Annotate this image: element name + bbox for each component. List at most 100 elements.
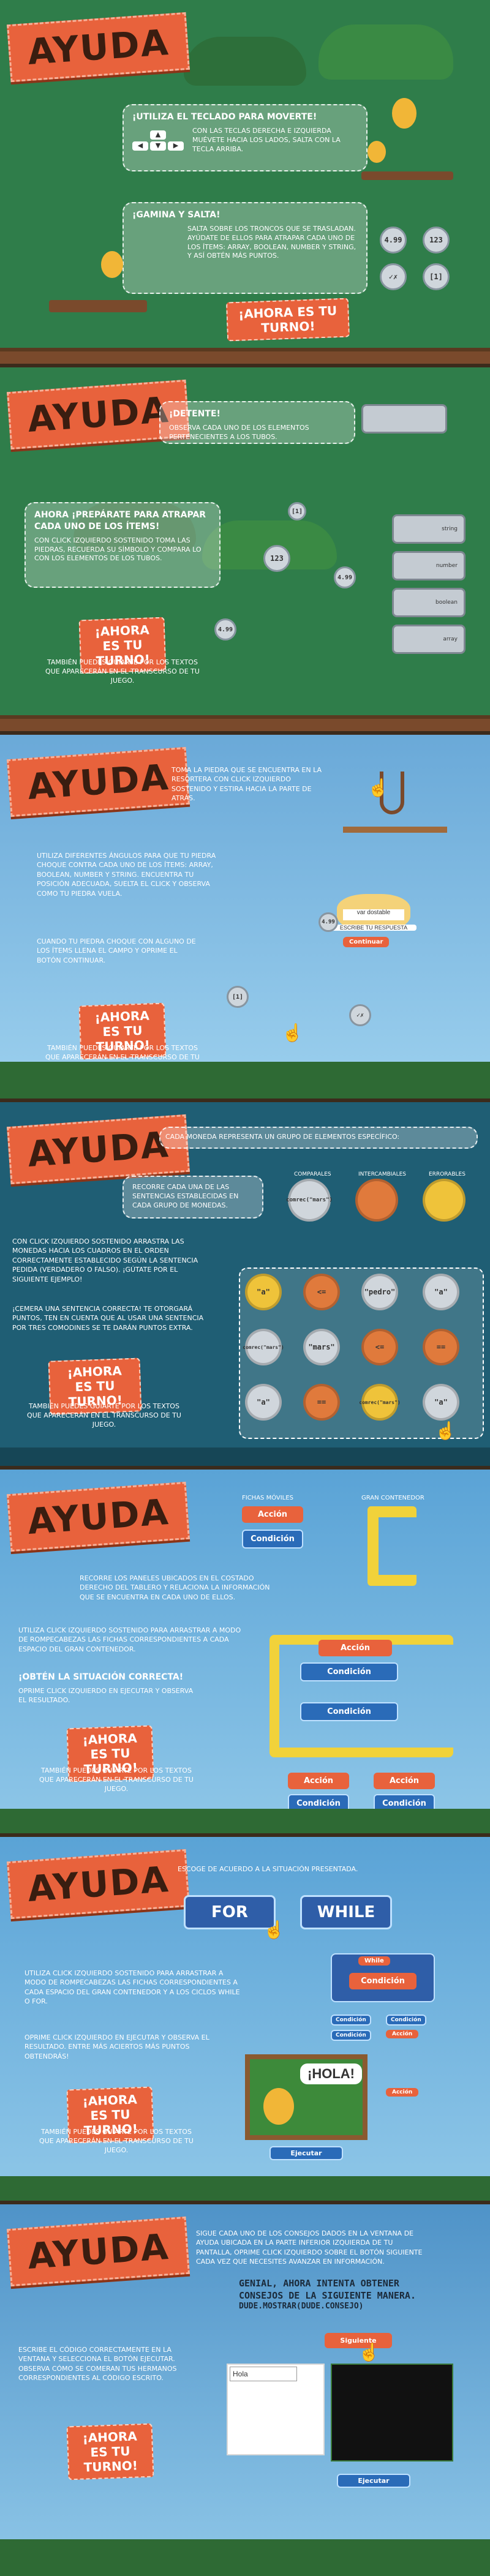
jump-tip: ¡Gamina y salta! Salta sobre los troncos… — [123, 202, 368, 294]
action-card[interactable]: Acción — [374, 1773, 435, 1789]
choose-tip: Escoge de acuerdo a la situación present… — [178, 1865, 358, 1873]
coin[interactable]: <= — [303, 1274, 340, 1310]
action-card[interactable]: Acción — [318, 1640, 392, 1656]
coin[interactable]: <= — [361, 1329, 398, 1365]
token-number: 4.99 — [380, 227, 407, 253]
coin-tip: Cada moneda representa un grupo de eleme… — [159, 1127, 478, 1149]
coin[interactable]: == — [303, 1384, 340, 1421]
heading: AYUDA — [7, 1849, 190, 1920]
run-button[interactable]: Ejecutar — [337, 2474, 410, 2488]
token-array: [1] — [423, 263, 450, 290]
keyboard-tip-text: Con las teclas derecha e izquierda muéve… — [192, 126, 341, 153]
coin[interactable]: "pedro" — [361, 1274, 398, 1310]
cards-title: Fichas móviles — [242, 1495, 293, 1501]
coin[interactable]: comrec("mars") — [359, 1384, 401, 1421]
token-number: 4.99 — [318, 912, 338, 932]
your-turn-banner: ¡AHORA ES TU TURNO! — [225, 298, 350, 342]
hola-bubble: ¡HOLA! — [300, 2063, 362, 2084]
correct-situation-title: ¡Obtén la situación correcta! — [18, 1672, 184, 1682]
token-boolean: ✓✗ — [380, 263, 407, 290]
turn-note: También puedes guiarte por los textos qu… — [39, 2128, 194, 2154]
heading: AYUDA — [7, 1481, 190, 1552]
code-line: consejos de la siguiente manera. — [239, 2289, 416, 2301]
run-tip: Oprime click izquierdo en ejecutar y obs… — [24, 2033, 209, 2060]
coin[interactable]: "a" — [245, 1384, 282, 1421]
while-condition[interactable]: Condición — [349, 1973, 417, 1989]
dark-console — [331, 2364, 453, 2461]
next-button[interactable]: Siguiente — [325, 2333, 392, 2348]
column-title: Errorables — [429, 1171, 466, 1177]
condition-card[interactable]: Condición — [300, 1702, 398, 1721]
action-card[interactable]: Acción — [288, 1773, 349, 1789]
code-editor[interactable]: Hola — [230, 2367, 297, 2381]
help-panel-4: AYUDA Cada moneda representa un grupo de… — [0, 1102, 490, 1470]
hand-cursor-icon: ☝ — [358, 2343, 380, 2362]
drag-cycle-tip: Utiliza click izquierdo sostenido para a… — [24, 1969, 240, 2006]
correct-situation-text: Oprime click izquierdo en ejecutar y obs… — [18, 1686, 194, 1704]
container-title: Gran contenedor — [361, 1495, 424, 1501]
drag-cards-tip: Utiliza click izquierdo sostenido para a… — [18, 1626, 241, 1653]
coin[interactable]: "a" — [423, 1384, 459, 1421]
pipe-boolean: boolean — [392, 588, 466, 617]
mini-action[interactable]: Acción — [386, 2030, 419, 2038]
help-panel-3: AYUDA Toma la piedra que se encuentra en… — [0, 735, 490, 1102]
condition-card[interactable]: Condición — [300, 1662, 398, 1681]
mini-condition[interactable]: Condición — [331, 2015, 371, 2026]
ground — [0, 348, 490, 364]
angles-tip: Utiliza diferentes ángulos para que tu p… — [37, 852, 216, 898]
token-integer: 123 — [423, 227, 450, 253]
answer-input[interactable]: var dostable — [343, 909, 404, 920]
column-title: Intercambiales — [358, 1171, 406, 1177]
condition-card[interactable]: Condición — [242, 1530, 303, 1549]
prepare-tip: Ahora ¡prepárate para atrapar cada uno d… — [24, 502, 221, 588]
pipe-array: array — [392, 625, 466, 654]
continue-button[interactable]: Continuar — [343, 937, 390, 947]
tips-intro: Sigue cada uno de los consejos dados en … — [196, 2229, 423, 2266]
coin[interactable]: "mars" — [303, 1329, 340, 1365]
mini-condition[interactable]: Condición — [386, 2015, 426, 2026]
hand-cursor-icon: ☝ — [282, 1023, 303, 1042]
help-panel-7: AYUDA Sigue cada uno de los consejos dad… — [0, 2204, 490, 2576]
correct-situation-tip: ¡Obtén la situación correcta! Oprime cli… — [18, 1672, 202, 1705]
token-number: 4.99 — [334, 566, 356, 588]
drag-coins-tip: Con click izquierdo sostenido arrastra l… — [12, 1237, 198, 1283]
coin[interactable]: == — [423, 1329, 459, 1365]
keyboard-tip: ¡Utiliza el teclado para moverte! ▲ ◀ ▼ ▶ … — [123, 104, 368, 171]
wood-plank — [343, 827, 447, 833]
slingshot — [380, 772, 404, 814]
forest — [0, 2176, 490, 2201]
keyboard-tip-title: ¡Utiliza el teclado para moverte! — [132, 112, 317, 122]
while-label: While — [358, 1956, 390, 1966]
pipe — [361, 404, 447, 434]
panels-tip: Recorre los paneles ubicados en el costa… — [80, 1574, 270, 1601]
coin-swappable — [355, 1179, 398, 1222]
character-pineapple — [392, 98, 417, 129]
while-button[interactable]: WHILE — [300, 1895, 392, 1929]
character-pineapple — [368, 141, 386, 163]
code-line: dude.mostrar(dude.consejo) — [239, 2302, 364, 2311]
stop-tip: ¡Detente! Observa cada uno de los elemen… — [159, 401, 355, 444]
mini-action[interactable]: Acción — [386, 2088, 419, 2097]
forest — [0, 1809, 490, 1833]
heading: AYUDA — [7, 2216, 190, 2287]
leaf — [184, 37, 306, 86]
coin[interactable]: "a" — [245, 1274, 282, 1310]
stop-tip-title: ¡Detente! — [169, 409, 221, 419]
turn-note: También puedes guiarte por los textos qu… — [39, 1767, 194, 1793]
coin[interactable]: comrec("mars") — [243, 1329, 284, 1365]
big-container — [368, 1506, 417, 1586]
action-card[interactable]: Acción — [242, 1506, 303, 1523]
coin-comparable: comrec("mars") — [286, 1179, 333, 1222]
turn-note: También puedes guiarte por los textos qu… — [45, 658, 200, 685]
token-array: [1] — [227, 986, 249, 1008]
forest — [0, 2539, 490, 2576]
jump-tip-title: ¡Gamina y salta! — [132, 210, 221, 220]
token-integer[interactable]: 123 — [263, 545, 290, 572]
stone-hit-tip: Cuando tu piedra choque con alguno de lo… — [37, 937, 196, 964]
mini-condition[interactable]: Condición — [331, 2030, 371, 2041]
help-panel-5: AYUDA Fichas móviles Gran contenedor Acc… — [0, 1470, 490, 1837]
run-button[interactable]: Ejecutar — [270, 2146, 343, 2160]
for-button[interactable]: FOR — [184, 1895, 276, 1929]
coin[interactable]: "a" — [423, 1274, 459, 1310]
help-panel-1: AYUDA ¡Utiliza el teclado para moverte! … — [0, 0, 490, 367]
